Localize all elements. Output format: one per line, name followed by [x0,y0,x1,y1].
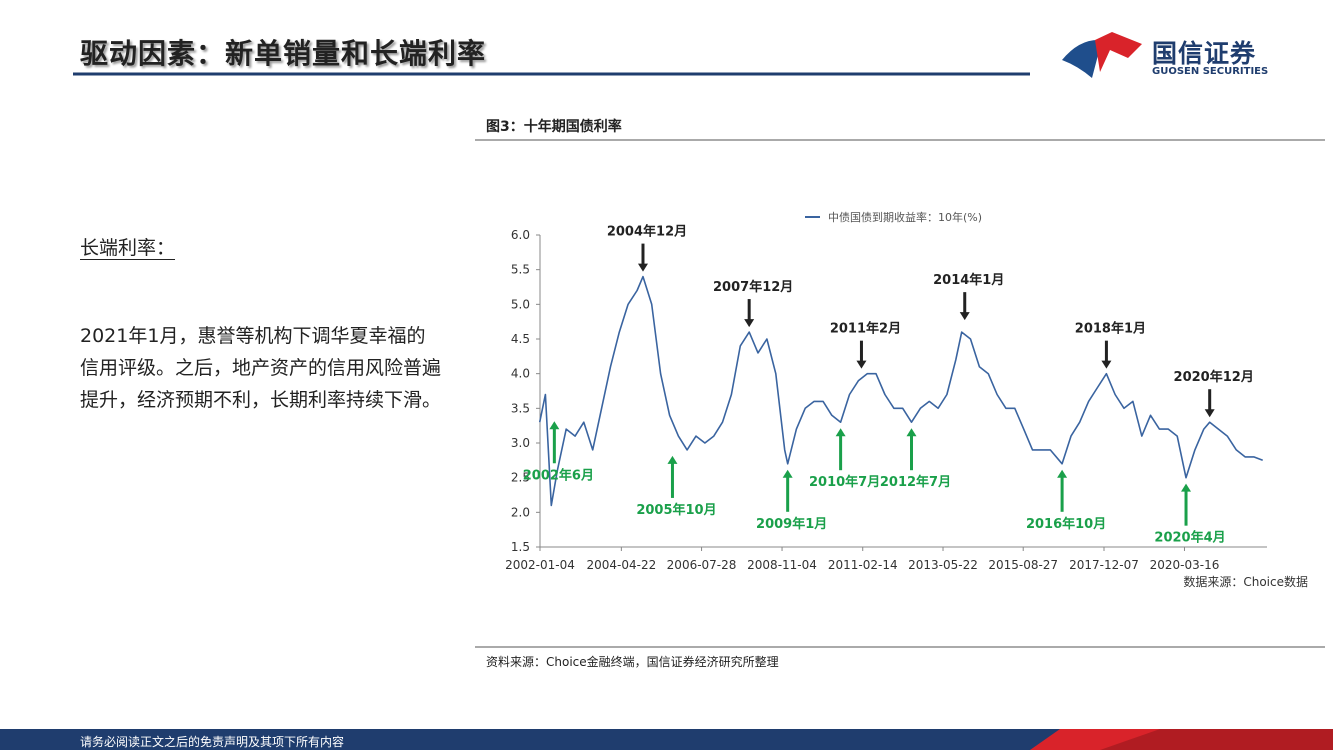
trough-arrow [1057,469,1068,512]
peak-arrow [959,292,970,321]
body-text: 2021年1月，惠誉等机构下调华夏幸福的信用评级。之后，地产资产的信用风险普遍提… [80,325,442,411]
footer-accent-dark [1100,729,1333,750]
arrow-head [667,455,678,464]
x-tick-label: 2011-02-14 [828,558,898,572]
slide-title: 驱动因素：新单销量和长端利率 [80,37,487,70]
y-tick-label: 1.5 [511,540,530,554]
section-heading: 长端利率： [80,237,176,259]
y-tick-label: 3.5 [511,401,530,415]
logo-red [1095,32,1142,72]
arrow-head [1101,360,1112,369]
peak-arrow [637,243,648,272]
arrow-head [959,312,970,321]
peak-label: 2020年12月 [1174,369,1254,385]
arrow-head [835,428,846,437]
peak-label: 2007年12月 [713,279,793,295]
logo-blue [1062,39,1102,78]
trough-arrow [549,421,560,464]
series-line [538,275,1263,507]
y-tick-label: 5.5 [511,263,530,277]
trough-label: 2010年7月 [809,474,880,490]
trough-arrow [782,469,793,512]
x-tick-label: 2013-05-22 [908,558,978,572]
arrow-head [744,319,755,328]
arrow-head [782,469,793,478]
y-tick-label: 5.0 [511,297,530,311]
x-tick-label: 2002-01-04 [505,558,575,572]
trough-arrow [835,428,846,471]
trough-label: 2016年10月 [1026,516,1106,532]
y-tick-label: 3.0 [511,436,530,450]
peak-label: 2018年1月 [1075,321,1146,337]
y-tick-label: 4.0 [511,367,530,381]
trough-label: 2020年4月 [1154,530,1225,546]
legend-label: 中债国债到期收益率：10年(%) [828,210,982,224]
x-tick-label: 2004-04-22 [586,558,656,572]
footer-text: 请务必阅读正文之后的免责声明及其项下所有内容 [80,735,345,749]
x-tick-label: 2008-11-04 [747,558,817,572]
x-tick-label: 2020-03-16 [1150,558,1220,572]
peak-label: 2011年2月 [830,321,901,337]
trough-label: 2009年1月 [756,516,827,532]
arrow-head [549,421,560,430]
arrow-head [1181,483,1192,492]
x-tick-label: 2017-12-07 [1069,558,1139,572]
footer-bar [0,729,1333,750]
trough-label: 2002年6月 [523,467,594,483]
trough-label: 2005年10月 [636,502,716,518]
chart-source: 数据来源：Choice数据 [1183,574,1308,589]
trough-arrow [1181,483,1192,526]
figure-source: 资料来源：Choice金融终端，国信证券经济研究所整理 [486,655,779,669]
logo-subtitle: GUOSEN SECURITIES [1152,66,1269,77]
arrow-head [856,360,867,369]
arrow-head [1057,469,1068,478]
y-tick-label: 4.5 [511,332,530,346]
peak-arrow [744,299,755,328]
y-tick-label: 6.0 [511,228,530,242]
y-tick-label: 2.5 [511,471,530,485]
y-tick-label: 2.0 [511,505,530,519]
trough-arrow [906,428,917,471]
arrow-head [906,428,917,437]
peak-arrow [1101,340,1112,369]
trough-arrow [667,455,678,498]
peak-arrow [856,340,867,369]
arrow-head [637,263,648,272]
x-tick-label: 2015-08-27 [988,558,1058,572]
peak-label: 2014年1月 [933,272,1004,288]
peak-label: 2004年12月 [607,224,687,240]
trough-label: 2012年7月 [880,474,951,490]
x-tick-label: 2006-07-28 [667,558,737,572]
peak-arrow [1204,389,1215,418]
arrow-head [1204,409,1215,418]
figure-title: 图3：十年期国债利率 [486,119,622,135]
logo-name: 国信证券 [1152,39,1257,68]
